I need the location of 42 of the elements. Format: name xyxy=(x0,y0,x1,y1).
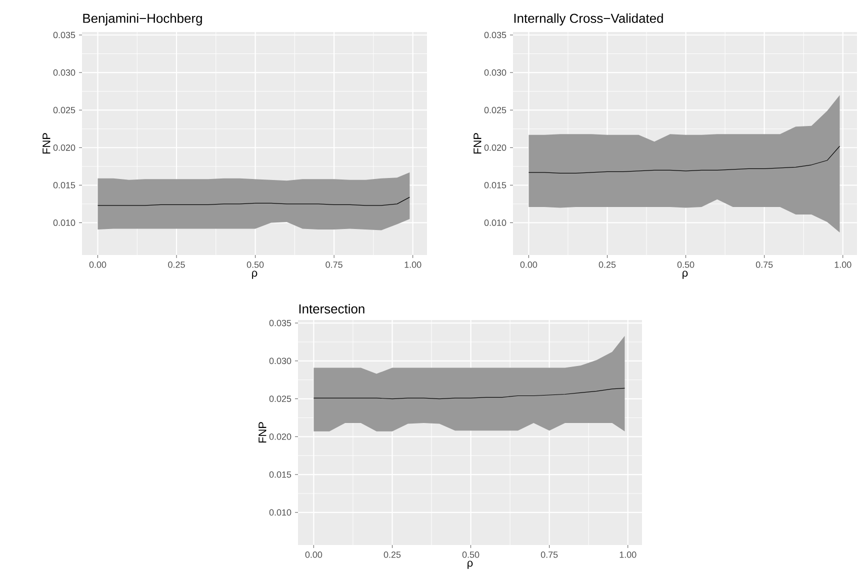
x-tick-label: 0.75 xyxy=(326,262,342,268)
x-tick-label: 0.00 xyxy=(89,262,106,268)
y-tick-label: 0.010 xyxy=(484,220,506,226)
y-tick-label: 0.025 xyxy=(269,396,292,402)
y-tick-label: 0.035 xyxy=(269,320,292,326)
x-tick-label: 0.25 xyxy=(384,552,401,558)
y-axis-title: FNP xyxy=(42,133,50,154)
y-tick-label: 0.025 xyxy=(53,106,76,114)
y-tick-label: 0.035 xyxy=(53,32,76,38)
x-tick-label: 0.50 xyxy=(677,262,694,268)
x-axis-title: ρ xyxy=(252,270,258,279)
y-tick-label: 0.035 xyxy=(484,32,506,38)
y-tick-label: 0.015 xyxy=(269,471,292,478)
y-tick-label: 0.020 xyxy=(269,433,292,440)
x-tick-label: 0.00 xyxy=(305,552,322,558)
y-tick-label: 0.030 xyxy=(53,69,76,76)
y-tick-label: 0.010 xyxy=(269,509,292,516)
y-axis-title: FNP xyxy=(258,422,266,443)
x-tick-label: 1.00 xyxy=(834,262,852,268)
x-tick-label: 1.00 xyxy=(404,262,422,268)
y-tick-label: 0.015 xyxy=(53,182,76,188)
x-tick-label: 0.25 xyxy=(168,262,185,268)
chart-title: Internally Cross−Validated xyxy=(514,13,663,26)
x-axis-title: ρ xyxy=(468,560,473,569)
y-tick-label: 0.020 xyxy=(53,144,76,151)
x-tick-label: 0.75 xyxy=(540,552,558,558)
x-tick-label: 0.50 xyxy=(462,552,480,558)
x-tick-label: 0.75 xyxy=(756,262,773,268)
y-tick-label: 0.025 xyxy=(484,106,506,114)
y-tick-label: 0.010 xyxy=(53,220,76,226)
y-tick-label: 0.030 xyxy=(484,69,506,76)
x-tick-label: 0.25 xyxy=(598,262,616,268)
y-tick-label: 0.015 xyxy=(484,182,506,188)
x-tick-label: 0.50 xyxy=(246,262,264,268)
chart-title: Benjamini−Hochberg xyxy=(83,13,202,26)
x-tick-label: 0.00 xyxy=(520,262,538,268)
y-tick-label: 0.020 xyxy=(484,144,506,151)
y-tick-label: 0.030 xyxy=(269,358,292,364)
y-axis-title: FNP xyxy=(474,133,482,154)
x-tick-label: 1.00 xyxy=(620,552,636,558)
chart-title: Intersection xyxy=(299,304,364,314)
x-axis-title: ρ xyxy=(682,270,688,279)
